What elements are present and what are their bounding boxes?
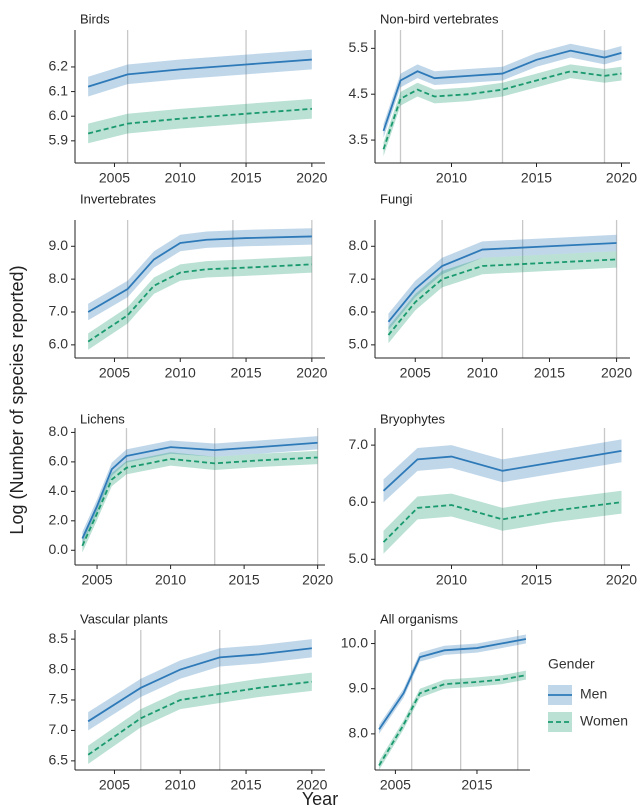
series-line [87, 107, 312, 135]
y-tick-label: 8.0 [49, 423, 69, 439]
series-line [87, 235, 312, 313]
y-tick-label: 7.0 [49, 721, 69, 737]
x-tick-label: 2015 [534, 365, 565, 381]
panel-title: Lichens [80, 411, 125, 426]
x-tick-label: 2015 [521, 572, 552, 588]
x-tick-label: 2015 [521, 170, 552, 186]
confidence-band [88, 639, 312, 731]
x-tick-label: 2005 [81, 572, 112, 588]
panel-title: Birds [80, 11, 110, 26]
y-axis-title: Log (Number of species reported) [7, 265, 27, 534]
y-tick-label: 10.0 [341, 634, 368, 650]
y-tick-label: 9.0 [349, 679, 369, 695]
y-tick-label: 9.0 [49, 237, 69, 253]
confidence-band [82, 450, 318, 553]
confidence-band [383, 43, 622, 138]
panel-title: Fungi [380, 191, 413, 206]
x-tick-label: 2020 [606, 572, 637, 588]
confidence-band [88, 49, 312, 97]
x-tick-label: 2010 [436, 170, 467, 186]
x-tick-label: 2020 [606, 170, 637, 186]
confidence-band [388, 251, 617, 344]
x-axis-title: Year [302, 789, 338, 809]
y-tick-label: 6.0 [49, 453, 69, 469]
series-line [387, 242, 617, 323]
y-tick-label: 8.0 [49, 270, 69, 286]
confidence-band [82, 436, 318, 546]
y-tick-label: 8.0 [349, 237, 369, 253]
x-tick-label: 2015 [229, 572, 260, 588]
x-tick-label: 2010 [436, 572, 467, 588]
x-tick-label: 2010 [165, 777, 196, 793]
series-line [378, 638, 527, 730]
x-tick-label: 2010 [165, 365, 196, 381]
confidence-band [88, 98, 312, 144]
x-tick-label: 2010 [155, 572, 186, 588]
x-tick-label: 2020 [601, 365, 632, 381]
series-line [387, 258, 617, 336]
y-tick-label: 6.0 [349, 493, 369, 509]
y-tick-label: 6.0 [49, 107, 69, 123]
confidence-band [88, 672, 312, 764]
series-line [378, 674, 527, 766]
x-tick-label: 2005 [99, 777, 130, 793]
y-tick-label: 5.9 [49, 132, 69, 148]
series-line [87, 58, 312, 88]
y-tick-label: 7.5 [49, 691, 69, 707]
y-tick-label: 3.5 [349, 131, 369, 147]
panel-title: Non-bird vertebrates [380, 11, 499, 26]
y-tick-label: 7.0 [349, 436, 369, 452]
y-tick-label: 6.5 [49, 752, 69, 768]
series-line [87, 263, 312, 343]
y-tick-label: 8.5 [49, 630, 69, 646]
x-tick-label: 2005 [99, 170, 130, 186]
y-tick-label: 5.5 [349, 39, 369, 55]
y-tick-label: 6.0 [349, 303, 369, 319]
series-line [87, 647, 312, 723]
y-tick-label: 4.5 [349, 85, 369, 101]
panel-title: Vascular plants [80, 611, 168, 626]
x-tick-label: 2015 [461, 777, 492, 793]
confidence-band [388, 234, 617, 331]
x-tick-label: 2015 [230, 777, 261, 793]
y-tick-label: 0.0 [49, 541, 69, 557]
y-tick-label: 5.0 [349, 336, 369, 352]
y-tick-label: 6.0 [49, 336, 69, 352]
x-tick-label: 2015 [230, 365, 261, 381]
x-tick-label: 2010 [165, 170, 196, 186]
x-tick-label: 2020 [296, 170, 327, 186]
y-tick-label: 7.0 [49, 303, 69, 319]
y-tick-label: 4.0 [49, 482, 69, 498]
x-tick-label: 2010 [467, 365, 498, 381]
confidence-band [379, 670, 526, 770]
panel-title: Bryophytes [380, 411, 446, 426]
y-tick-label: 5.0 [349, 550, 369, 566]
series-line [382, 49, 622, 132]
y-tick-label: 8.0 [49, 660, 69, 676]
y-tick-label: 8.0 [349, 725, 369, 741]
panel-title: All organisms [380, 611, 459, 626]
x-tick-label: 2005 [99, 365, 130, 381]
x-tick-label: 2005 [400, 365, 431, 381]
x-tick-label: 2020 [296, 365, 327, 381]
series-line [382, 449, 622, 492]
legend-label: Women [580, 713, 628, 729]
series-line [81, 456, 318, 547]
y-tick-label: 7.0 [349, 270, 369, 286]
y-tick-label: 6.1 [49, 82, 69, 98]
series-line [382, 501, 622, 543]
x-tick-label: 2020 [296, 777, 327, 793]
x-tick-label: 2005 [380, 777, 411, 793]
x-tick-label: 2020 [302, 572, 333, 588]
legend-label: Men [580, 686, 607, 702]
confidence-band [383, 64, 622, 157]
series-line [87, 680, 312, 756]
legend-title: Gender [548, 656, 595, 672]
panel-title: Invertebrates [80, 191, 156, 206]
x-tick-label: 2015 [230, 170, 261, 186]
y-tick-label: 2.0 [49, 512, 69, 528]
y-tick-label: 6.2 [49, 58, 69, 74]
series-line [81, 441, 318, 539]
